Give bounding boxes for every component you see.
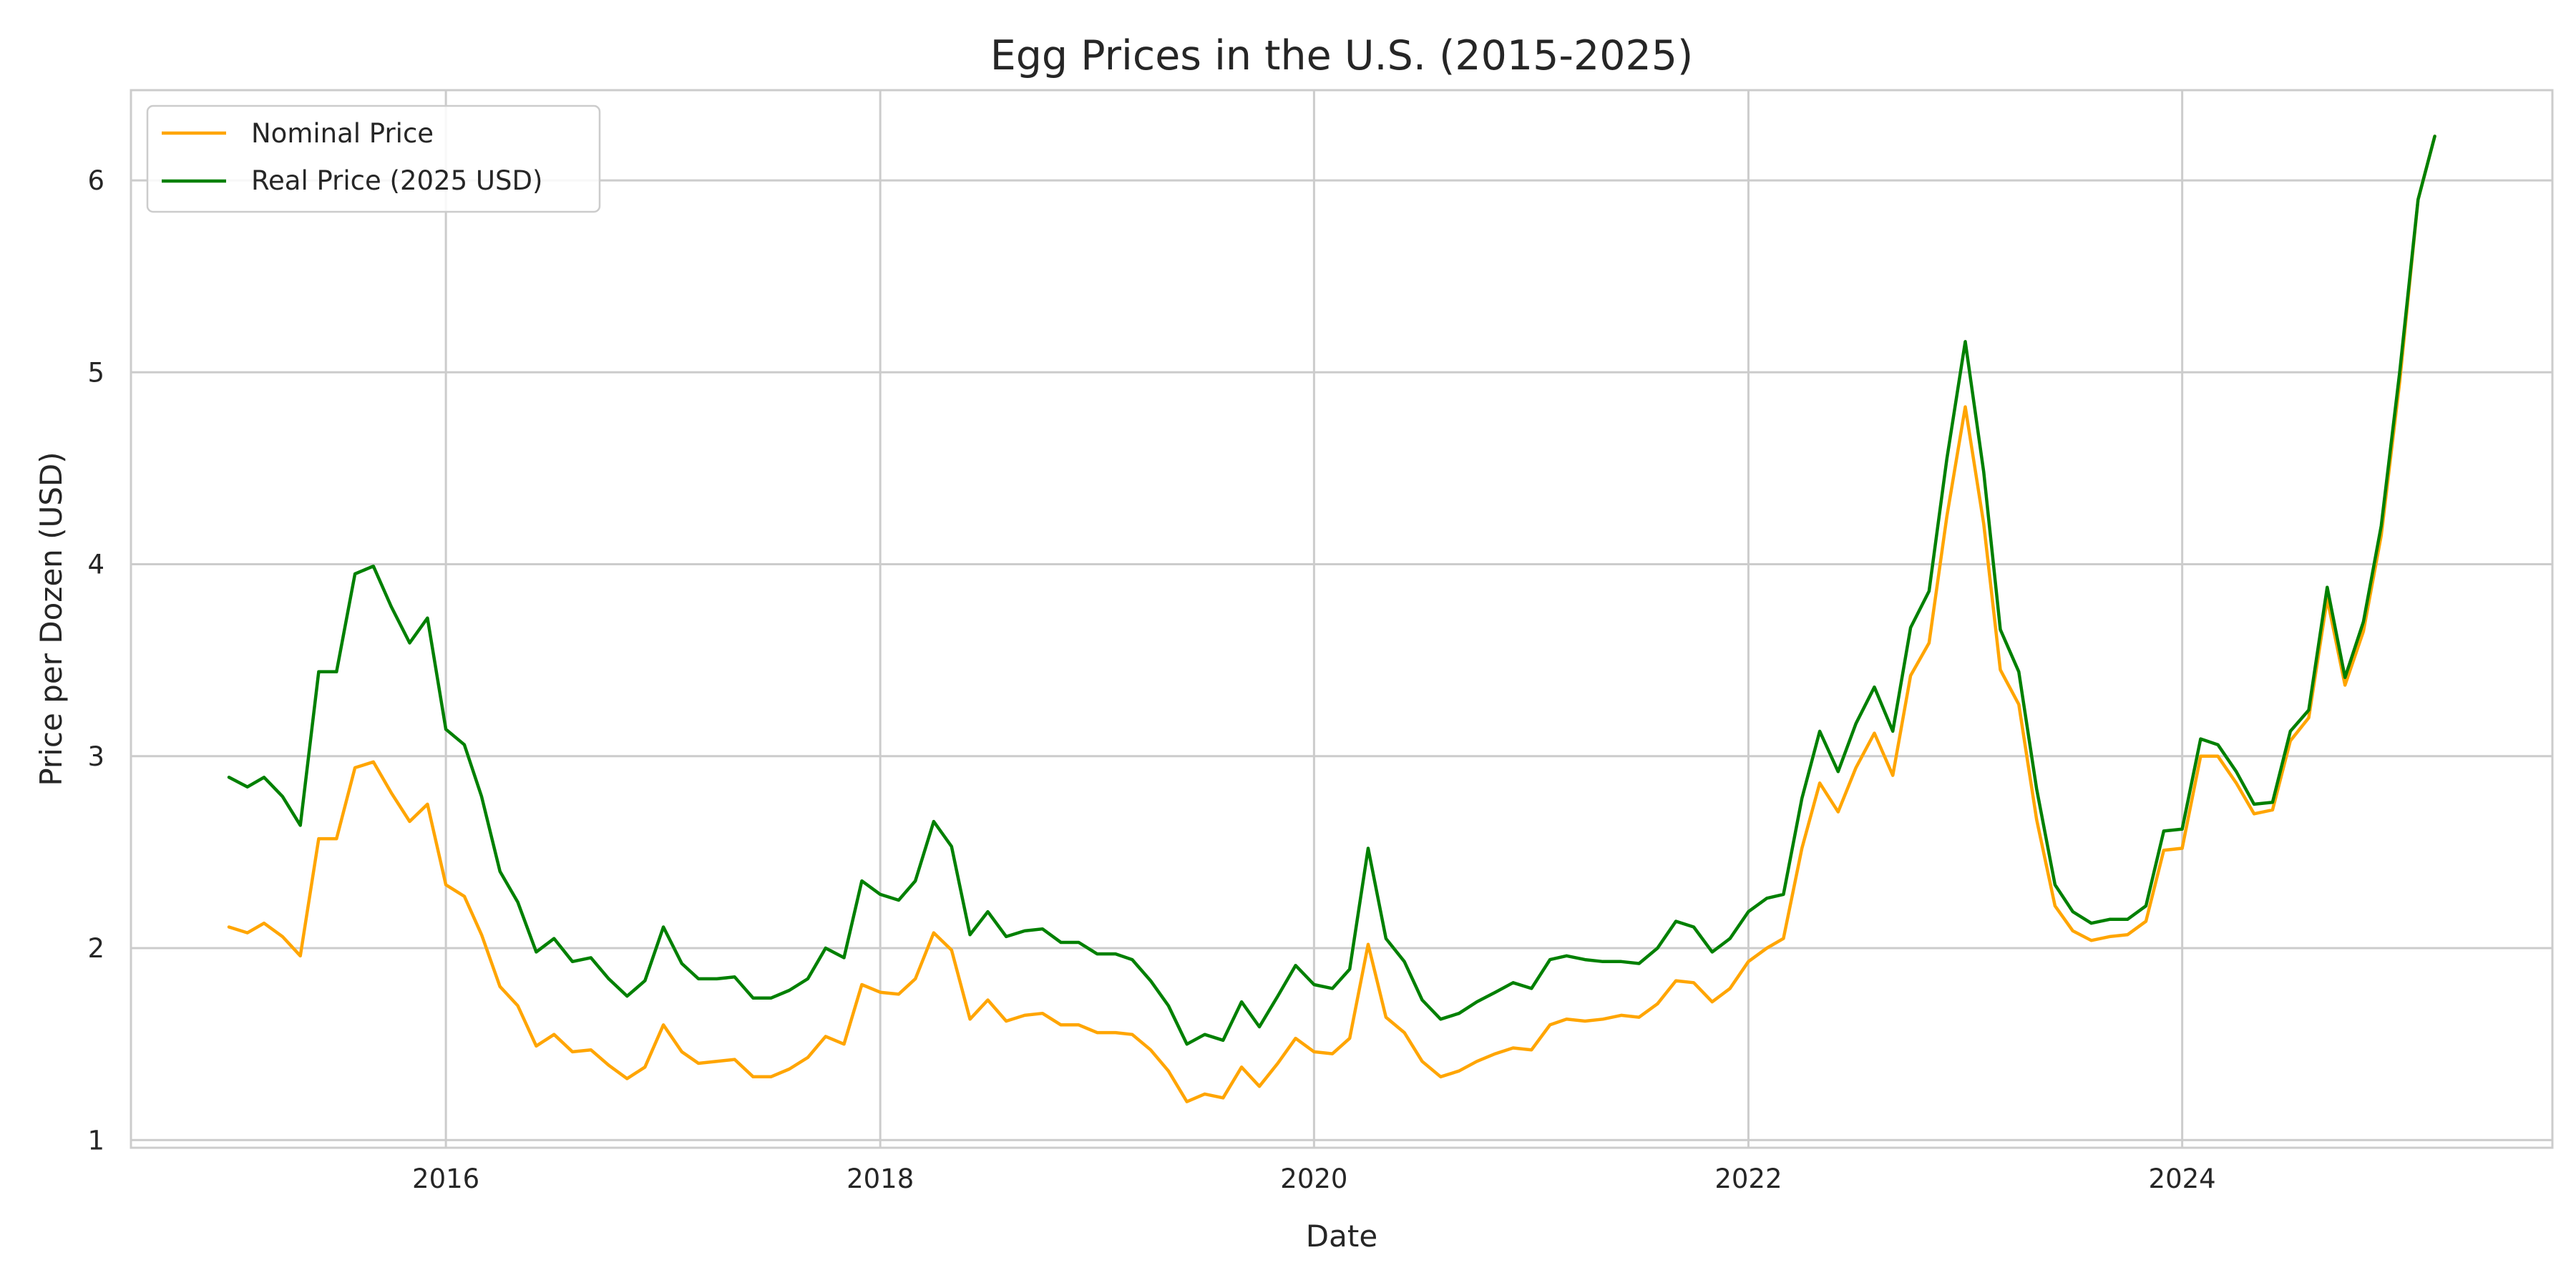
x-axis-label: Date (1306, 1219, 1377, 1254)
y-axis-ticks: 1 2 3 4 5 6 (87, 165, 104, 1156)
x-axis-ticks: 2016 2018 2020 2022 2024 (412, 1163, 2216, 1194)
y-tick-label: 2 (87, 933, 104, 964)
legend-label-real-price: Real Price (2025 USD) (251, 165, 542, 196)
series-lines (227, 135, 2436, 1103)
grid-lines (131, 90, 2552, 1148)
x-tick-label: 2022 (1714, 1163, 1782, 1194)
y-tick-label: 1 (87, 1125, 104, 1156)
y-tick-label: 3 (87, 741, 104, 772)
series-line-nominal-price (227, 135, 2436, 1103)
x-tick-label: 2016 (412, 1163, 479, 1194)
y-tick-label: 6 (87, 165, 104, 196)
y-axis-label: Price per Dozen (USD) (34, 452, 69, 786)
series-line-real-price (227, 135, 2436, 1046)
x-tick-label: 2020 (1280, 1163, 1347, 1194)
chart-title: Egg Prices in the U.S. (2015-2025) (990, 32, 1694, 79)
x-tick-label: 2024 (2149, 1163, 2216, 1194)
x-tick-label: 2018 (847, 1163, 914, 1194)
legend-box (146, 104, 601, 213)
plot-area-frame (130, 89, 2554, 1149)
legend-label-nominal-price: Nominal Price (251, 118, 434, 149)
y-tick-label: 4 (87, 550, 104, 580)
legend: Nominal Price Real Price (2025 USD) (146, 104, 601, 213)
y-tick-label: 5 (87, 357, 104, 388)
